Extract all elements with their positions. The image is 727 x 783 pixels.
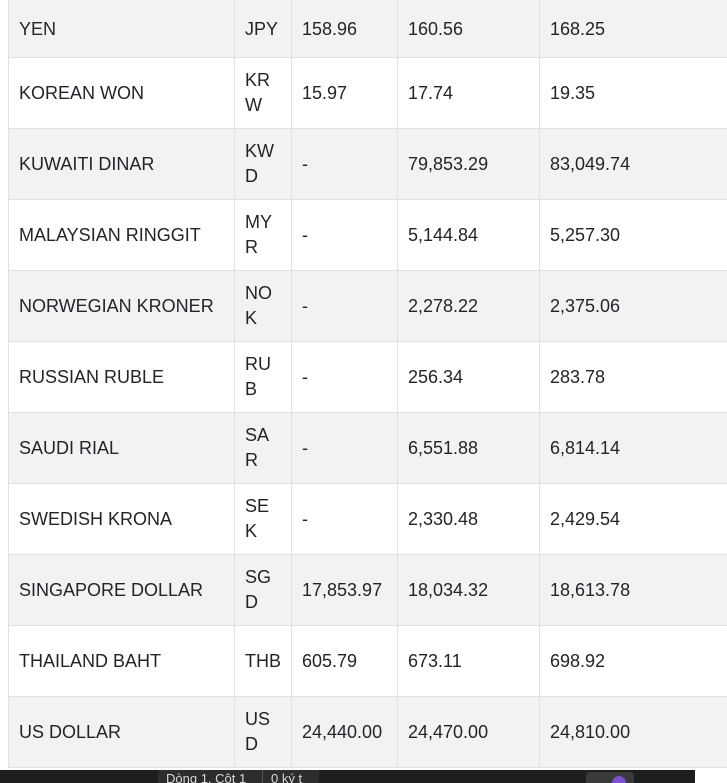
sell-rate: 6,814.14 bbox=[539, 412, 727, 484]
buy-transfer-rate: 2,330.48 bbox=[397, 483, 540, 555]
buy-cash-rate: - bbox=[291, 412, 398, 484]
cursor-position[interactable]: Dòng 1, Cột 1 bbox=[158, 770, 266, 783]
currency-code: SGD bbox=[234, 554, 292, 626]
currency-name: YEN bbox=[8, 0, 235, 58]
buy-transfer-rate: 79,853.29 bbox=[397, 128, 540, 200]
sell-rate: 283.78 bbox=[539, 341, 727, 413]
status-bar: Dòng 1, Cột 1 0 ký t bbox=[0, 770, 727, 783]
table-row: SAUDI RIAL SAR -6,551.88 6,814.14 bbox=[8, 412, 727, 484]
currency-name: US DOLLAR bbox=[8, 696, 235, 768]
currency-name: SINGAPORE DOLLAR bbox=[8, 554, 235, 626]
buy-cash-rate: 158.96 bbox=[291, 0, 398, 58]
status-bar-edge bbox=[695, 770, 727, 783]
sell-rate: 18,613.78 bbox=[539, 554, 727, 626]
currency-code: KWD bbox=[234, 128, 292, 200]
buy-transfer-rate: 256.34 bbox=[397, 341, 540, 413]
table-row: NORWEGIAN KRONER NOK -2,278.22 2,375.06 bbox=[8, 270, 727, 342]
table-row: SINGAPORE DOLLAR SGD 17,853.97 18,034.32 18,… bbox=[8, 554, 727, 626]
sell-rate: 24,810.00 bbox=[539, 696, 727, 768]
currency-name: NORWEGIAN KRONER bbox=[8, 270, 235, 342]
buy-cash-rate: - bbox=[291, 341, 398, 413]
table-row: KOREAN WON KRW 15.97 17.74 19.35 bbox=[8, 57, 727, 129]
buy-transfer-rate: 18,034.32 bbox=[397, 554, 540, 626]
exchange-rate-table-body: YEN JPY 158.96 160.56 168.25 KOREAN WON KRW 15.… bbox=[8, 0, 727, 768]
currency-code: KRW bbox=[234, 57, 292, 129]
currency-code: THB bbox=[234, 625, 292, 697]
buy-transfer-rate: 2,278.22 bbox=[397, 270, 540, 342]
buy-transfer-rate: 6,551.88 bbox=[397, 412, 540, 484]
currency-name: KUWAITI DINAR bbox=[8, 128, 235, 200]
buy-cash-rate: - bbox=[291, 199, 398, 271]
sell-rate: 698.92 bbox=[539, 625, 727, 697]
sell-rate: 2,375.06 bbox=[539, 270, 727, 342]
buy-cash-rate: - bbox=[291, 128, 398, 200]
table-row: RUSSIAN RUBLE RUB -256.34 283.78 bbox=[8, 341, 727, 413]
buy-cash-rate: 17,853.97 bbox=[291, 554, 398, 626]
table-row: YEN JPY 158.96 160.56 168.25 bbox=[8, 0, 727, 58]
buy-cash-rate: - bbox=[291, 270, 398, 342]
sell-rate: 19.35 bbox=[539, 57, 727, 129]
currency-code: JPY bbox=[234, 0, 292, 58]
buy-cash-rate: 24,440.00 bbox=[291, 696, 398, 768]
buy-transfer-rate: 17.74 bbox=[397, 57, 540, 129]
currency-name: SWEDISH KRONA bbox=[8, 483, 235, 555]
assistant-icon bbox=[612, 776, 626, 783]
buy-transfer-rate: 24,470.00 bbox=[397, 696, 540, 768]
character-count[interactable]: 0 ký t bbox=[262, 770, 319, 783]
sell-rate: 83,049.74 bbox=[539, 128, 727, 200]
sell-rate: 2,429.54 bbox=[539, 483, 727, 555]
exchange-rate-table-container[interactable]: YEN JPY 158.96 160.56 168.25 KOREAN WON KRW 15.… bbox=[8, 0, 727, 770]
table-row: THAILAND BAHT THB 605.79 673.11 698.92 bbox=[8, 625, 727, 697]
table-row: KUWAITI DINAR KWD -79,853.29 83,049.74 bbox=[8, 128, 727, 200]
buy-transfer-rate: 160.56 bbox=[397, 0, 540, 58]
currency-name: KOREAN WON bbox=[8, 57, 235, 129]
currency-code: SEK bbox=[234, 483, 292, 555]
buy-cash-rate: - bbox=[291, 483, 398, 555]
currency-code: USD bbox=[234, 696, 292, 768]
buy-cash-rate: 605.79 bbox=[291, 625, 398, 697]
currency-name: THAILAND BAHT bbox=[8, 625, 235, 697]
currency-name: SAUDI RIAL bbox=[8, 412, 235, 484]
sell-rate: 5,257.30 bbox=[539, 199, 727, 271]
buy-transfer-rate: 5,144.84 bbox=[397, 199, 540, 271]
currency-code: RUB bbox=[234, 341, 292, 413]
currency-code: SAR bbox=[234, 412, 292, 484]
currency-code: NOK bbox=[234, 270, 292, 342]
buy-cash-rate: 15.97 bbox=[291, 57, 398, 129]
table-row: SWEDISH KRONA SEK -2,330.48 2,429.54 bbox=[8, 483, 727, 555]
currency-name: MALAYSIAN RINGGIT bbox=[8, 199, 235, 271]
buy-transfer-rate: 673.11 bbox=[397, 625, 540, 697]
exchange-rate-table: YEN JPY 158.96 160.56 168.25 KOREAN WON KRW 15.… bbox=[8, 0, 727, 768]
assistant-chip[interactable] bbox=[586, 772, 634, 783]
currency-name: RUSSIAN RUBLE bbox=[8, 341, 235, 413]
currency-code: MYR bbox=[234, 199, 292, 271]
table-row: MALAYSIAN RINGGIT MYR -5,144.84 5,257.30 bbox=[8, 199, 727, 271]
sell-rate: 168.25 bbox=[539, 0, 727, 58]
table-row: US DOLLAR USD 24,440.00 24,470.00 24,810.00 bbox=[8, 696, 727, 768]
